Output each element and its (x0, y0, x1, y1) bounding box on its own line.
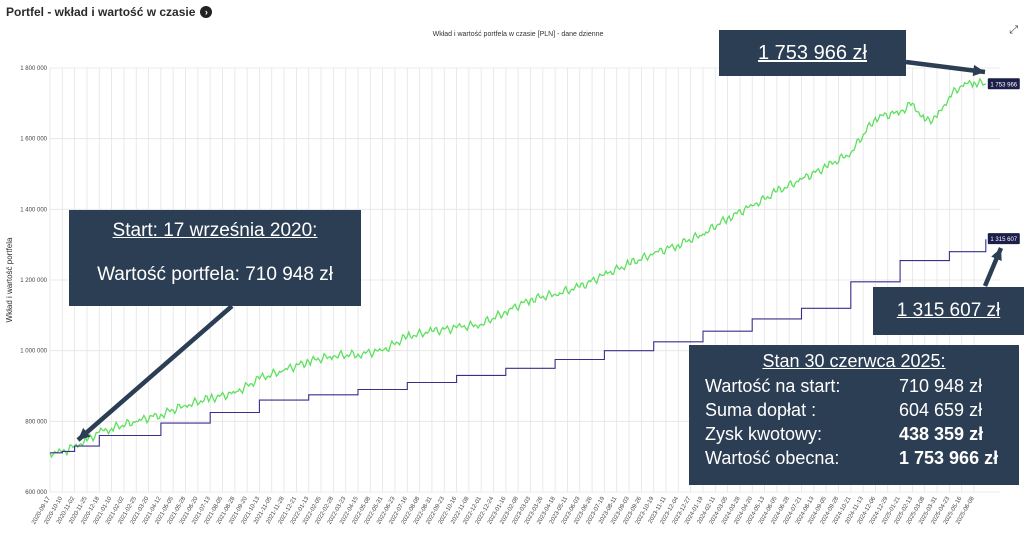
y-tick-label: 1 000 000 (20, 349, 47, 355)
series-line-value (49, 77, 986, 459)
end-label-value-box (987, 78, 1020, 90)
stat-row: Wartość na start: 710 948 zł (705, 376, 1011, 400)
callout-contribution-text: 1 315 607 zł (896, 300, 1001, 321)
chevron-right-icon[interactable]: › (200, 6, 213, 18)
end-label-contribution-box (987, 233, 1020, 245)
arrow-contribution-head (991, 248, 1002, 261)
page-title-text: Portfel - wkład i wartość w czasie (6, 5, 196, 19)
callout-start-title: Start: 17 września 2020: (112, 220, 318, 241)
stat-label: Zysk kwotowy: (705, 424, 823, 444)
stat-value: 604 659 zł (899, 400, 983, 420)
y-tick-label: 800 000 (25, 419, 47, 425)
callout-stats: Stan 30 czerwca 2025: Wartość na start: … (689, 345, 1019, 485)
callout-contribution: 1 315 607 zł (873, 287, 1024, 335)
expand-icon[interactable]: ⤢ (1009, 24, 1018, 36)
arrow-current-value-head (972, 64, 985, 77)
stat-label: Wartość na start: (705, 376, 841, 396)
y-tick-label: 1 200 000 (20, 278, 47, 284)
chart-title: Wkład i wartość portfela w czasie [PLN] … (433, 31, 604, 38)
stat-value: 710 948 zł (899, 376, 983, 396)
arrow-current-value (905, 59, 986, 75)
end-label-contribution: 1 315 607 (990, 237, 1017, 243)
page-title: Portfel - wkład i wartość w czasie › (6, 5, 213, 19)
callout-start: Start: 17 września 2020: Wartość portfel… (69, 210, 361, 306)
callout-current-value: 1 753 966 zł (719, 30, 906, 76)
y-tick-label: 1 800 000 (20, 66, 47, 72)
arrow-start (76, 304, 234, 442)
callout-current-value-text: 1 753 966 zł (758, 41, 867, 64)
stat-value: 438 359 zł (899, 424, 984, 444)
stat-row: Zysk kwotowy: 438 359 zł (705, 424, 1011, 448)
stat-label: Suma dopłat : (705, 400, 817, 420)
callout-stats-title: Stan 30 czerwca 2025: (762, 351, 946, 371)
series-line-contribution (50, 239, 987, 454)
arrow-start-head (78, 428, 91, 440)
y-tick-label: 1 600 000 (20, 137, 47, 143)
end-label-value: 1 753 966 (990, 82, 1017, 88)
stat-row: Suma dopłat : 604 659 zł (705, 400, 1011, 424)
stat-value: 1 753 966 zł (899, 448, 999, 468)
stat-row: Wartość obecna: 1 753 966 zł (705, 448, 1011, 472)
callout-start-value: Wartość portfela: 710 948 zł (97, 264, 333, 285)
y-tick-label: 1 400 000 (20, 207, 47, 213)
y-tick-label: 600 000 (25, 490, 47, 496)
y-axis-label: Wkład i wartość portfela (5, 237, 14, 322)
stat-label: Wartość obecna: (705, 448, 840, 468)
